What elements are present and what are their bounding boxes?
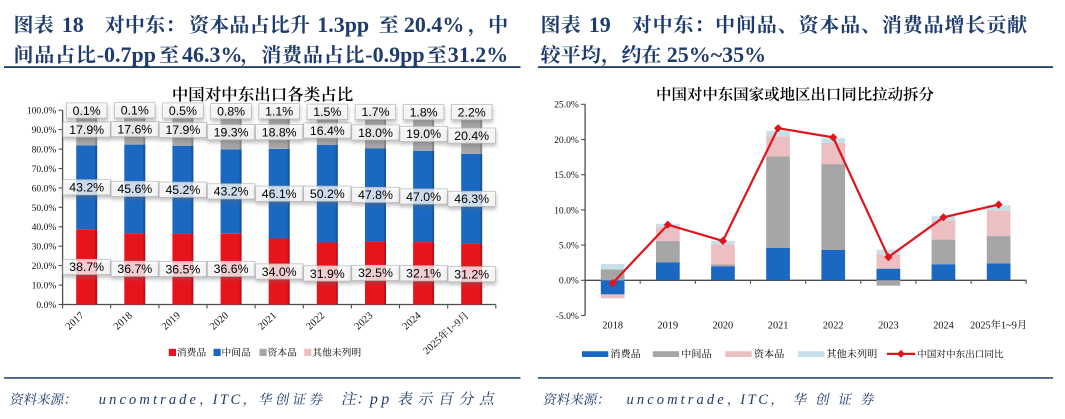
svg-text:1.8%: 1.8%: [410, 105, 438, 119]
svg-text:46.3%: 46.3%: [454, 192, 489, 206]
svg-text:20.0%: 20.0%: [554, 135, 579, 146]
svg-text:0.1%: 0.1%: [121, 104, 149, 118]
svg-text:uncomtrade: uncomtrade: [627, 392, 727, 408]
svg-text:1.3pp: 1.3pp: [317, 12, 369, 37]
svg-text:31.2%: 31.2%: [454, 268, 489, 282]
svg-text:17.6%: 17.6%: [117, 122, 152, 136]
svg-text:43.2%: 43.2%: [69, 181, 104, 195]
svg-text:46.3%: 46.3%: [182, 42, 243, 67]
svg-text:90.0%: 90.0%: [32, 125, 57, 136]
svg-text:19.3%: 19.3%: [214, 126, 249, 140]
svg-text:17.9%: 17.9%: [69, 123, 104, 137]
svg-text:ITC: ITC: [739, 392, 770, 408]
svg-text:19: 19: [589, 12, 611, 37]
svg-text:36.7%: 36.7%: [117, 262, 152, 276]
svg-text:1~9: 1~9: [1001, 320, 1017, 331]
svg-text:18.0%: 18.0%: [358, 126, 393, 140]
svg-text:20.0%: 20.0%: [32, 261, 57, 272]
svg-text:1.5%: 1.5%: [313, 105, 341, 119]
svg-text:2019: 2019: [658, 320, 679, 331]
svg-text:2024: 2024: [933, 320, 954, 331]
svg-text:2022: 2022: [823, 320, 844, 331]
svg-text:30.0%: 30.0%: [32, 242, 57, 253]
svg-text:2021: 2021: [768, 320, 789, 331]
svg-text:-5.0%: -5.0%: [556, 311, 579, 322]
svg-text:pp: pp: [369, 391, 393, 408]
svg-text:25%~35%: 25%~35%: [667, 42, 766, 67]
svg-text:36.5%: 36.5%: [165, 262, 200, 276]
svg-text:2025: 2025: [970, 320, 991, 331]
svg-text:2020: 2020: [713, 320, 734, 331]
svg-text:43.2%: 43.2%: [214, 185, 249, 199]
svg-text:2023: 2023: [878, 320, 899, 331]
svg-text:70.0%: 70.0%: [32, 164, 57, 175]
svg-text:31.9%: 31.9%: [310, 267, 345, 281]
svg-text:0.5%: 0.5%: [169, 104, 197, 118]
svg-text:0.1%: 0.1%: [73, 104, 101, 118]
svg-text:34.0%: 34.0%: [262, 265, 297, 279]
svg-text:40.0%: 40.0%: [32, 222, 57, 233]
svg-text:100.0%: 100.0%: [27, 106, 57, 117]
svg-text:60.0%: 60.0%: [32, 183, 57, 194]
svg-text:10.0%: 10.0%: [32, 281, 57, 292]
svg-text:32.1%: 32.1%: [406, 267, 441, 281]
svg-text:19.0%: 19.0%: [406, 127, 441, 141]
svg-text:80.0%: 80.0%: [32, 145, 57, 156]
svg-text:2018: 2018: [602, 320, 623, 331]
svg-text:5.0%: 5.0%: [559, 241, 579, 252]
svg-text:36.6%: 36.6%: [214, 262, 249, 276]
svg-text:0.8%: 0.8%: [217, 105, 245, 119]
svg-text:2.2%: 2.2%: [458, 105, 486, 119]
svg-text:-0.9pp: -0.9pp: [365, 42, 424, 67]
svg-text:46.1%: 46.1%: [262, 187, 297, 201]
svg-text:47.8%: 47.8%: [358, 188, 393, 202]
svg-text:45.6%: 45.6%: [117, 182, 152, 196]
svg-text:18.8%: 18.8%: [262, 125, 297, 139]
svg-text:50.2%: 50.2%: [310, 187, 345, 201]
svg-text:38.7%: 38.7%: [69, 260, 104, 274]
svg-text:0.0%: 0.0%: [559, 276, 579, 287]
svg-text:0.0%: 0.0%: [36, 300, 56, 311]
svg-text:25.0%: 25.0%: [554, 100, 579, 111]
svg-text:1.1%: 1.1%: [265, 105, 293, 119]
svg-text:16.4%: 16.4%: [310, 124, 345, 138]
svg-text:17.9%: 17.9%: [165, 123, 200, 137]
svg-text:ITC: ITC: [212, 392, 243, 408]
svg-text:10.0%: 10.0%: [554, 205, 579, 216]
svg-text:1.7%: 1.7%: [361, 105, 389, 119]
svg-text:45.2%: 45.2%: [165, 183, 200, 197]
svg-text:20.4%: 20.4%: [404, 12, 465, 37]
svg-text:47.0%: 47.0%: [406, 190, 441, 204]
svg-text:uncomtrade: uncomtrade: [99, 392, 199, 408]
svg-text:31.2%: 31.2%: [448, 42, 509, 67]
svg-text:-0.7pp: -0.7pp: [97, 42, 156, 67]
svg-text:32.5%: 32.5%: [358, 266, 393, 280]
svg-text:50.0%: 50.0%: [32, 203, 57, 214]
svg-text:18: 18: [62, 12, 84, 37]
svg-text:15.0%: 15.0%: [554, 170, 579, 181]
svg-text:20.4%: 20.4%: [454, 129, 489, 143]
